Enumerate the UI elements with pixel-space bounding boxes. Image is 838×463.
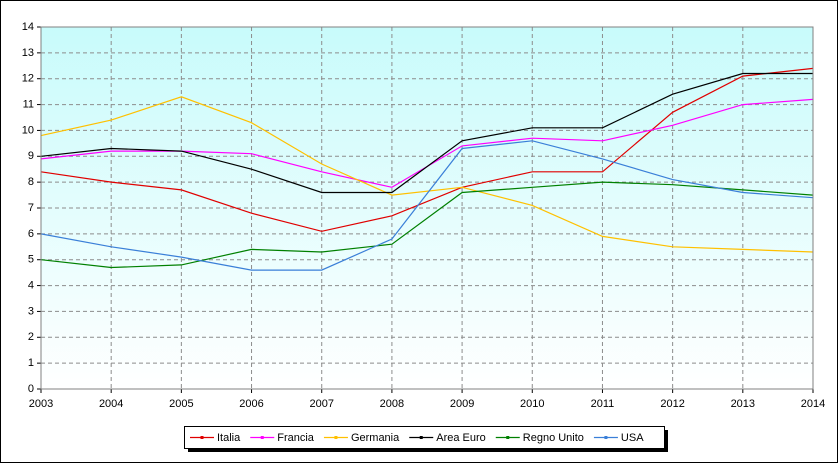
x-tick-label: 2004 [99,398,123,410]
x-tick-label: 2009 [450,398,474,410]
y-tick-label: 0 [28,383,34,395]
x-tick-label: 2007 [309,398,333,410]
grid [37,26,814,393]
legend-label: Area Euro [436,432,486,444]
y-tick-label: 14 [22,21,34,33]
legend-marker [200,436,204,439]
y-tick-label: 1 [28,357,34,369]
y-tick-label: 4 [28,279,34,291]
x-tick-label: 2012 [660,398,684,410]
y-tick-label: 2 [28,331,34,343]
legend-marker [419,436,423,439]
y-tick-label: 5 [28,254,34,266]
x-tick-label: 2010 [520,398,544,410]
series-lines [40,67,814,271]
y-tick-label: 3 [28,305,34,317]
plot-border [40,26,814,390]
x-tick-label: 2006 [239,398,263,410]
legend-marker [604,436,608,439]
legend-marker [506,436,510,439]
y-tick-label: 10 [22,124,34,136]
legend: Italia Francia Germania Area Euro Regno Unit… [190,432,644,444]
legend-label: Regno Unito [523,432,584,444]
x-tick-label: 2003 [29,398,53,410]
legend-marker [334,436,338,439]
legend-label: USA [621,432,644,444]
y-tick-label: 7 [28,202,34,214]
legend-label: Germania [351,432,400,444]
series-line [40,140,814,271]
series-line [40,72,813,194]
legend-label: Francia [277,432,315,444]
legend-label: Italia [217,432,241,444]
y-tick-label: 6 [28,228,34,240]
x-tick-label: 2014 [801,398,825,410]
x-tick-label: 2008 [380,398,404,410]
x-tick-label: 2013 [731,398,755,410]
series-line [40,67,814,232]
x-tick-label: 2011 [591,398,615,410]
y-tick-label: 11 [23,98,34,110]
y-tick-label: 9 [28,150,34,162]
y-tick-label: 8 [28,176,34,188]
y-tick-label: 12 [22,73,34,85]
series-line [40,181,814,269]
y-tick-label: 13 [22,47,34,59]
series-line [40,96,814,253]
legend-marker [260,436,264,439]
x-tick-label: 2005 [169,398,193,410]
